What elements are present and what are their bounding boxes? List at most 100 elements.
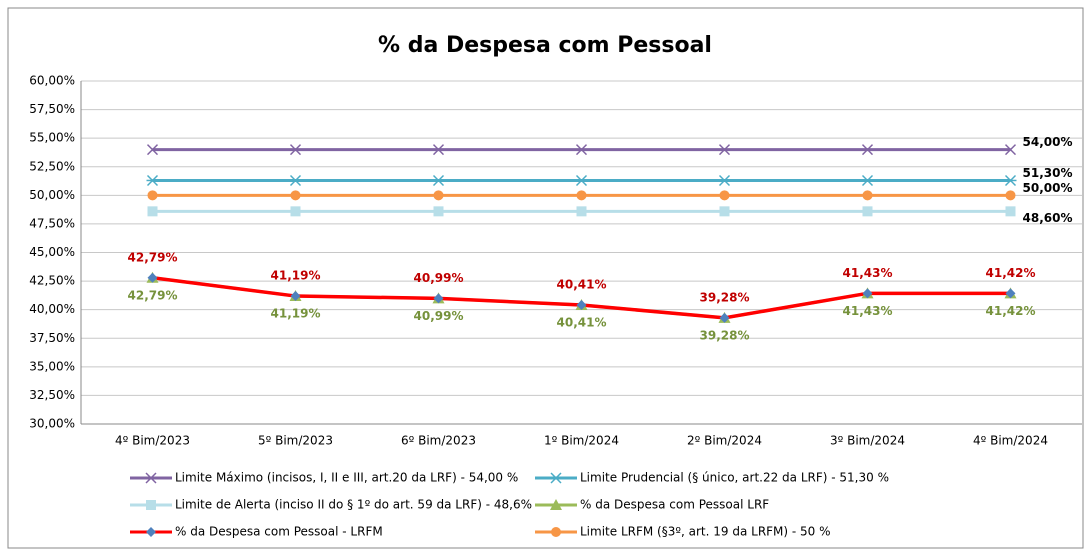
marker (718, 174, 731, 187)
marker (1005, 190, 1016, 201)
marker (1004, 144, 1017, 156)
marker (576, 190, 587, 201)
legend-item: Limite Prudencial (§ único, art.22 da LR… (535, 471, 889, 485)
marker-stroke (289, 144, 302, 156)
value-label: 41,43% (843, 304, 893, 318)
legend-label: Limite Prudencial (§ único, art.22 da LR… (580, 471, 889, 485)
legend-label: Limite de Alerta (inciso II do § 1º do a… (175, 498, 532, 512)
legend-item: % da Despesa com Pessoal LRF (535, 498, 769, 512)
value-label: 51,30% (1023, 166, 1073, 180)
marker (432, 144, 445, 156)
value-label: 42,79% (128, 250, 178, 264)
marker (433, 190, 444, 201)
marker (550, 499, 562, 510)
marker-stroke (432, 144, 445, 156)
marker (861, 144, 874, 156)
marker-stroke (718, 144, 731, 156)
marker-stroke (146, 144, 159, 156)
x-tick-label: 5º Bim/2023 (258, 434, 333, 448)
value-label: 39,28% (700, 290, 750, 304)
chart-title: % da Despesa com Pessoal (378, 33, 712, 58)
marker (551, 527, 561, 537)
marker (1004, 174, 1017, 187)
value-label: 41,43% (843, 266, 893, 280)
y-tick-label: 52,50% (29, 159, 75, 173)
marker (433, 206, 444, 217)
y-tick-label: 30,00% (29, 417, 75, 431)
marker (147, 190, 158, 201)
marker (862, 288, 873, 299)
marker (147, 206, 158, 217)
marker (290, 291, 301, 302)
value-label: 40,99% (414, 271, 464, 285)
marker (719, 190, 730, 201)
marker (433, 293, 444, 304)
marker (718, 144, 731, 156)
x-tick-label: 4º Bim/2024 (973, 434, 1048, 448)
marker (146, 144, 159, 156)
marker (147, 272, 158, 283)
marker (145, 472, 157, 484)
legend-item: Limite Máximo (incisos, I, II e III, art… (130, 471, 518, 485)
marker-stroke (1004, 144, 1017, 156)
legend-item: % da Despesa com Pessoal - LRFM (130, 525, 383, 539)
marker (432, 174, 445, 187)
marker-stroke (575, 144, 588, 156)
marker-stroke (145, 472, 157, 484)
y-tick-label: 60,00% (29, 74, 75, 88)
value-label: 54,00% (1023, 135, 1073, 149)
marker (1005, 206, 1016, 217)
y-tick-label: 50,00% (29, 188, 75, 202)
legend-label: Limite LRFM (§3º, art. 19 da LRFM) - 50 … (580, 525, 831, 539)
chart-border (7, 7, 1084, 549)
value-label: 40,41% (557, 315, 607, 329)
marker (575, 174, 588, 187)
y-tick-label: 55,00% (29, 131, 75, 145)
y-tick-label: 42,50% (29, 274, 75, 288)
x-tick-label: 1º Bim/2024 (544, 434, 619, 448)
legend-label: % da Despesa com Pessoal LRF (580, 498, 769, 512)
marker (719, 206, 730, 217)
marker (146, 500, 156, 510)
value-label: 41,19% (271, 307, 321, 321)
value-label: 41,42% (986, 266, 1036, 280)
marker (719, 312, 730, 323)
value-label: 41,42% (986, 304, 1036, 318)
value-label: 41,19% (271, 269, 321, 283)
y-tick-label: 35,00% (29, 359, 75, 373)
x-tick-label: 6º Bim/2023 (401, 434, 476, 448)
marker (290, 206, 301, 217)
marker (862, 206, 873, 217)
value-label: 39,28% (700, 328, 750, 342)
marker (290, 190, 301, 201)
value-label: 40,41% (557, 277, 607, 291)
y-tick-label: 45,00% (29, 245, 75, 259)
legend-label: Limite Máximo (incisos, I, II e III, art… (175, 471, 518, 485)
x-tick-label: 2º Bim/2024 (687, 434, 762, 448)
marker (1005, 288, 1016, 299)
y-tick-label: 32,50% (29, 388, 75, 402)
legend-item: Limite de Alerta (inciso II do § 1º do a… (130, 498, 532, 512)
value-label: 48,60% (1023, 211, 1073, 225)
y-tick-label: 37,50% (29, 331, 75, 345)
y-tick-label: 47,50% (29, 216, 75, 230)
value-label: 40,99% (414, 309, 464, 323)
x-tick-label: 4º Bim/2023 (115, 434, 190, 448)
marker (289, 174, 302, 187)
marker (861, 174, 874, 187)
marker (289, 144, 302, 156)
marker (576, 206, 587, 217)
legend-item: Limite LRFM (§3º, art. 19 da LRFM) - 50 … (535, 525, 831, 539)
marker-stroke (861, 144, 874, 156)
x-tick-label: 3º Bim/2024 (830, 434, 905, 448)
marker (146, 174, 159, 187)
marker (575, 144, 588, 156)
y-tick-label: 57,50% (29, 102, 75, 116)
value-label: 50,00% (1023, 181, 1073, 195)
value-label: 42,79% (128, 288, 178, 302)
marker (146, 527, 156, 537)
marker (550, 472, 562, 484)
marker (576, 299, 587, 310)
y-tick-label: 40,00% (29, 302, 75, 316)
